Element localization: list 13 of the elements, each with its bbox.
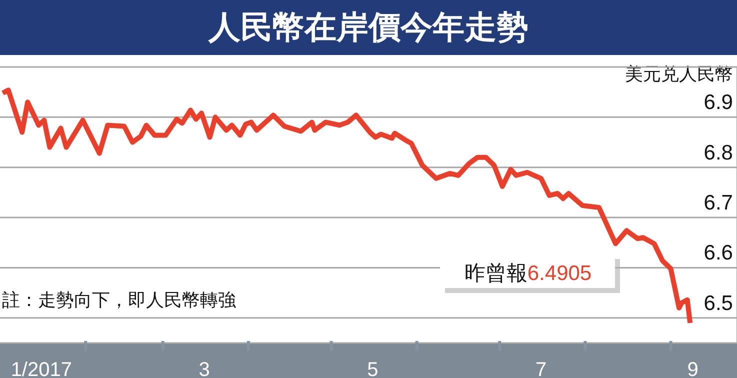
y-tick-label: 6.7 (704, 192, 733, 215)
annotation: 註：走勢向下，即人民幣轉強 (2, 290, 236, 310)
x-tick-label: 3 (198, 359, 210, 378)
y-tick-label: 6.6 (704, 242, 733, 265)
y-tick-label: 6.9 (704, 91, 733, 114)
x-tick-label: 1/2017 (10, 359, 72, 378)
chart-title: 人民幣在岸價今年走勢 (0, 0, 737, 55)
x-tick-label: 7 (535, 359, 547, 378)
y-tick-label: 6.5 (704, 292, 733, 315)
annotation: 昨曾報6.4905 (464, 262, 592, 285)
x-tick-label: 9 (687, 359, 698, 378)
x-tick-label: 5 (367, 359, 378, 378)
y-tick-label: 6.8 (704, 141, 733, 164)
